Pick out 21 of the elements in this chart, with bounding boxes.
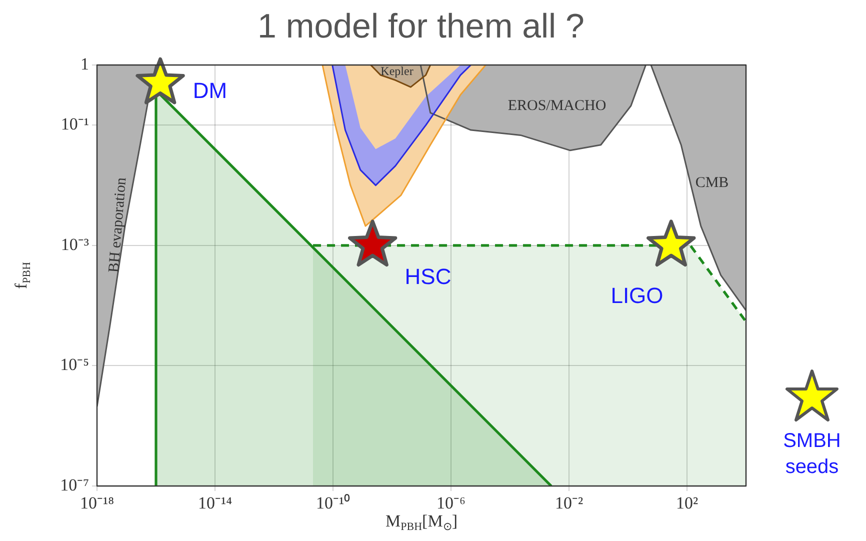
annotation: HSC bbox=[404, 264, 452, 290]
annotation: EROS/MACHO bbox=[508, 98, 606, 114]
y-tick-label: 1 bbox=[80, 54, 89, 74]
annotation: BH evaporation bbox=[106, 176, 130, 274]
y-tick-label: 10⁻⁵ bbox=[60, 355, 90, 374]
y-tick-label: 10⁻³ bbox=[60, 234, 89, 254]
chart-title: 1 model for them all ? bbox=[258, 7, 584, 46]
text: SMBH seeds bbox=[782, 429, 842, 480]
x-tick-label: 10⁻² bbox=[554, 494, 584, 513]
annotation: DM bbox=[192, 78, 228, 104]
annotation: LIGO bbox=[610, 283, 664, 308]
y-tick-label: 10⁻¹ bbox=[60, 114, 89, 134]
y-axis-title: fPBH bbox=[11, 262, 33, 290]
x-tick-label: 10⁻¹⁴ bbox=[198, 494, 232, 513]
x-tick-label: 10² bbox=[676, 494, 698, 513]
y-tick-label: 10⁻⁷ bbox=[60, 475, 90, 494]
x-tick-label: 10⁻⁶ bbox=[436, 494, 466, 513]
annotation: CMB bbox=[695, 174, 729, 191]
x-tick-label: 10⁻¹⁰ bbox=[316, 494, 350, 513]
annotation: Kepler bbox=[380, 64, 414, 78]
x-tick-label: 10⁻¹⁸ bbox=[80, 494, 114, 513]
